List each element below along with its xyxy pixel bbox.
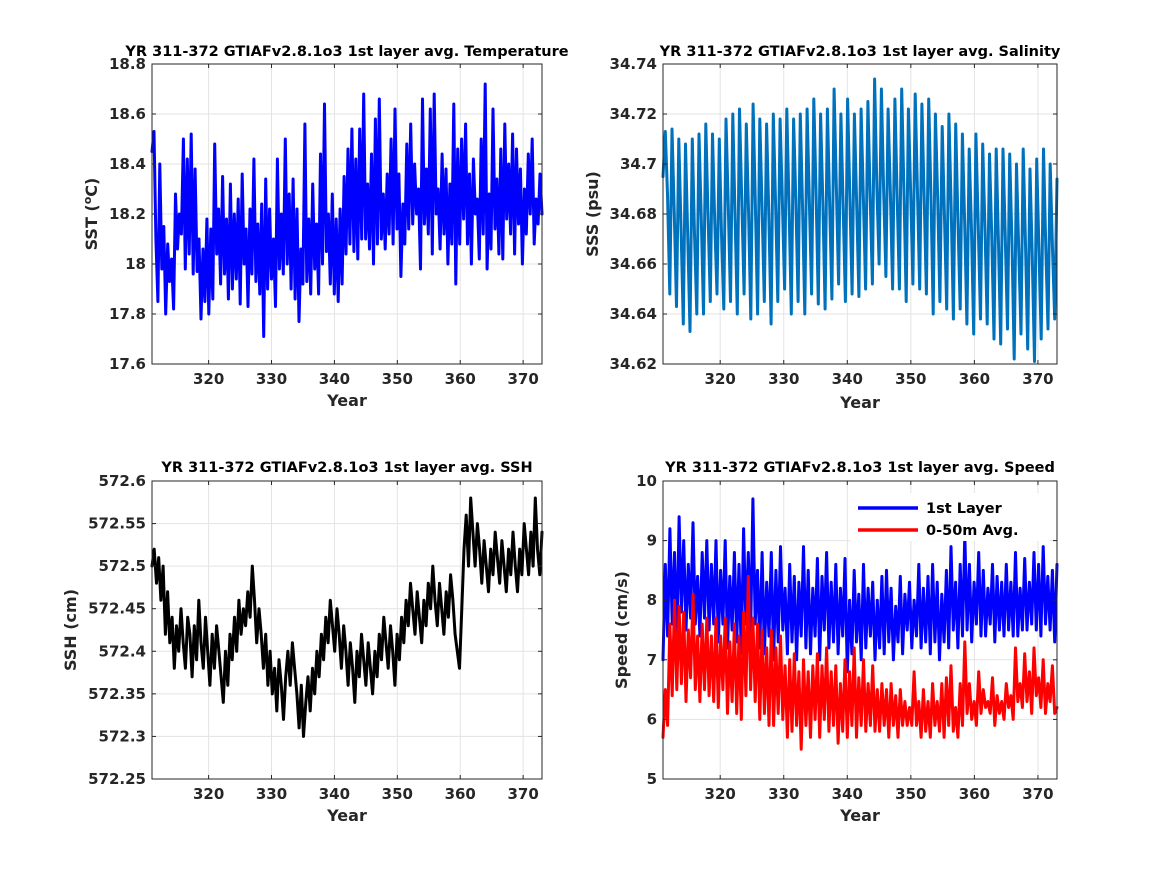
x-tick-labels: 320 330 340 350 360 370 — [193, 370, 539, 388]
x-tick-labels: 320 330 340 350 360 370 — [193, 785, 539, 803]
y-tick-label: 572.3 — [99, 727, 146, 745]
y-axis-label: SSS (psu) — [583, 171, 602, 257]
series-line-0 — [661, 497, 1059, 674]
chart-title: YR 311-372 GTIAFv2.8.1o3 1st layer avg. … — [124, 44, 568, 60]
y-tick-label: 572.55 — [88, 515, 146, 533]
y-tick-label: 34.7 — [620, 155, 657, 173]
x-tick-label: 340 — [319, 370, 350, 388]
y-tick-label: 34.74 — [610, 55, 657, 73]
y-tick-label: 34.64 — [610, 305, 657, 323]
x-tick-label: 350 — [382, 785, 413, 803]
chart-title: YR 311-372 GTIAFv2.8.1o3 1st layer avg. … — [664, 460, 1055, 476]
y-tick-label: 18.6 — [109, 105, 146, 123]
y-axis-label: SST (oC) — [81, 178, 101, 251]
x-tick-label: 370 — [1022, 370, 1053, 388]
x-tick-label: 340 — [832, 370, 863, 388]
y-axis-label: Speed (cm/s) — [612, 571, 631, 689]
y-tick-label: 572.25 — [88, 770, 146, 788]
data-lines — [150, 496, 544, 738]
y-tick-label: 572.6 — [99, 472, 146, 490]
data-lines — [661, 77, 1059, 363]
chart-title: YR 311-372 GTIAFv2.8.1o3 1st layer avg. … — [160, 460, 532, 476]
x-tick-label: 360 — [445, 785, 476, 803]
x-tick-labels: 320 330 340 350 360 370 — [705, 785, 1054, 803]
x-tick-label: 370 — [507, 785, 538, 803]
x-tick-label: 360 — [445, 370, 476, 388]
y-tick-labels: 34.62 34.64 34.66 34.68 34.7 34.72 34.74 — [610, 55, 657, 373]
axes-box — [151, 480, 543, 780]
y-tick-label: 572.35 — [88, 685, 146, 703]
panel-ssh: 320 330 340 350 360 370 572.25572.3572.35572.… — [61, 460, 544, 825]
x-tick-label: 350 — [895, 370, 926, 388]
y-tick-label: 17.8 — [109, 305, 146, 323]
x-tick-label: 360 — [959, 370, 990, 388]
y-tick-label: 34.62 — [610, 355, 657, 373]
x-tick-label: 340 — [319, 785, 350, 803]
legend-label-1st-layer: 1st Layer — [926, 501, 1003, 517]
panel-temperature: 320 330 340 350 360 370 17.6 17.8 18 18.2 18.4 18.… — [81, 44, 569, 410]
y-tick-label: 17.6 — [109, 355, 146, 373]
y-tick-label: 572.5 — [99, 557, 146, 575]
y-tick-label: 10 — [636, 472, 657, 490]
y-tick-label: 572.4 — [99, 642, 146, 660]
y-axis-label-head: SST ( — [82, 204, 101, 250]
legend-box — [850, 493, 1050, 541]
series-line-1 — [661, 574, 1059, 751]
legend: 1st Layer 0-50m Avg. — [850, 493, 1050, 541]
y-tick-label: 18.2 — [109, 205, 146, 223]
series-line-0 — [150, 496, 544, 738]
x-axis-label: Year — [326, 391, 367, 410]
x-tick-label: 330 — [768, 785, 799, 803]
y-tick-label: 9 — [647, 532, 657, 550]
series-line-0 — [150, 82, 544, 338]
y-tick-labels: 17.6 17.8 18 18.2 18.4 18.6 18.8 — [109, 55, 146, 373]
y-tick-label: 34.66 — [610, 255, 657, 273]
y-tick-label: 34.68 — [610, 205, 657, 223]
x-tick-label: 330 — [256, 370, 287, 388]
x-tick-label: 330 — [256, 785, 287, 803]
y-tick-label: 18.8 — [109, 55, 146, 73]
x-tick-label: 370 — [1022, 785, 1053, 803]
plot-area — [152, 481, 542, 779]
y-tick-labels: 5 6 7 8 9 10 — [636, 472, 657, 788]
x-tick-label: 330 — [768, 370, 799, 388]
y-axis-label-tail: C) — [82, 178, 101, 197]
legend-label-0-50m-avg: 0-50m Avg. — [926, 523, 1019, 539]
x-tick-label: 350 — [895, 785, 926, 803]
data-lines — [150, 82, 544, 338]
x-tick-label: 360 — [959, 785, 990, 803]
x-tick-label: 370 — [507, 370, 538, 388]
x-tick-label: 320 — [705, 370, 736, 388]
x-tick-labels: 320 330 340 350 360 370 — [705, 370, 1054, 388]
y-tick-label: 6 — [647, 710, 657, 728]
series-line-0 — [661, 77, 1059, 363]
y-tick-label: 8 — [647, 591, 657, 609]
panel-speed: 320 330 340 350 360 370 5 6 7 8 9 10 YR 311-372 GT… — [612, 460, 1059, 825]
y-tick-label: 18 — [125, 255, 146, 273]
x-tick-label: 350 — [382, 370, 413, 388]
x-tick-label: 320 — [193, 370, 224, 388]
x-tick-label: 320 — [705, 785, 736, 803]
panel-salinity: 320 330 340 350 360 370 34.6234.6434.6634.683… — [583, 44, 1061, 412]
x-axis-label: Year — [326, 806, 367, 825]
y-axis-label-sup: o — [81, 196, 94, 204]
x-axis-label: Year — [839, 806, 880, 825]
x-tick-label: 340 — [832, 785, 863, 803]
y-tick-label: 572.45 — [88, 600, 146, 618]
y-tick-label: 18.4 — [109, 155, 146, 173]
x-axis-label: Year — [839, 393, 880, 412]
y-axis-label: SSH (cm) — [61, 589, 80, 671]
chart-title: YR 311-372 GTIAFv2.8.1o3 1st layer avg. … — [659, 44, 1061, 60]
data-lines — [661, 497, 1059, 751]
y-tick-label: 7 — [647, 651, 657, 669]
axes-box — [662, 480, 1058, 780]
y-tick-label: 34.72 — [610, 105, 657, 123]
x-tick-label: 320 — [193, 785, 224, 803]
y-tick-label: 5 — [647, 770, 657, 788]
y-tick-labels: 572.25 572.3 572.35 572.4 572.45 572.5 572.55 5… — [88, 472, 146, 788]
